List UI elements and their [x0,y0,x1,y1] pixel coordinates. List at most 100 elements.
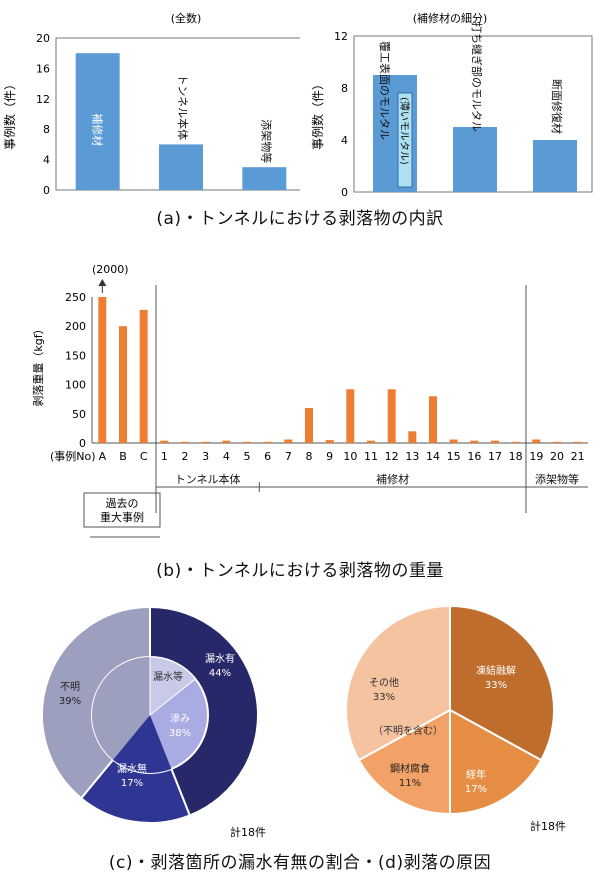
bar-category-label: 覆工表面のモルタル [378,41,392,140]
chart-b-groups: トンネル本体 補修材 添架物等 [83,285,588,538]
bar [119,326,127,443]
bar [263,441,272,443]
inner-label-box [397,92,413,188]
chart-b-xaxis-label: (事例No) [50,449,96,463]
pie-slice [449,604,555,762]
ytick-label: 12 [334,30,348,43]
bar [533,140,577,192]
bar [181,441,189,443]
chart-a2-ylabel: 事例数（件） [310,78,325,150]
bar-category-label: トンネル本体 [176,74,190,140]
ytick-label: 0 [341,186,348,199]
ytick-label: 0 [43,184,50,197]
chart-d-total: 計18件 [530,819,566,833]
pie-note: （不明を含む） [373,724,443,737]
pie-slice [113,715,172,773]
bar [159,144,203,190]
xtick-label: 1 [161,450,168,463]
major-case-box [83,492,161,528]
chart-b-bracket-label-1: 過去の [106,497,139,510]
bar [222,440,231,443]
xtick-label: 21 [571,450,585,463]
bar [387,389,396,443]
bar [284,439,293,443]
pie-label: 漏水無 [117,762,147,775]
ytick-label: 0 [79,437,86,450]
bar [160,440,169,443]
pie-label: 経年 [466,768,486,781]
chart-d-slices: 凍結融解 33% 経年 17% 鋼材腐食 11% その他 33% （不明を含む） [345,604,555,816]
xtick-label: 12 [385,450,399,463]
pie-percent: 44% [209,668,231,679]
inner-slice [149,656,197,717]
bar-category-label: 補修材 [91,113,105,146]
chart-b-axes [91,297,588,444]
chart-a1-ylabel: 事例数（件） [2,78,17,150]
chart-a2-yticks: 0 4 8 12 [334,30,348,199]
chart-c-total: 計18件 [230,825,266,839]
xtick-label: 6 [264,450,271,463]
bar-inner-label: (薄いモルタル) [398,97,411,165]
pie-slice [357,708,451,816]
pie-label: その他 [369,676,399,689]
ytick-label: 4 [43,154,50,167]
ytick-label: 8 [43,123,50,136]
caption-b: (b)・トンネルにおける剥落物の重量 [156,561,444,581]
xtick-label: 19 [529,450,543,463]
xtick-label: 14 [426,450,440,463]
pie-slice [91,657,150,760]
bar [367,440,375,443]
group-label: 添架物等 [535,472,579,486]
xtick-label: 8 [306,450,313,463]
outlier-arrowhead [98,279,107,286]
ytick-label: 150 [65,349,86,362]
xtick-label: 3 [202,450,209,463]
ytick-label: 200 [65,320,86,333]
bar [201,441,210,443]
chart-b-ylabel: 剥落重量（kgf） [31,323,45,406]
xtick-label: 4 [223,450,230,463]
bar [491,440,499,443]
xtick-label: 16 [467,450,481,463]
chart-c-slices: 漏水有 44% 漏水無 17% 不明 39% 滲み 38% 漏水等 [41,605,259,824]
chart-b-yticks: 0 50 100 150 200 250 [65,291,86,450]
chart-c-leak-pie: 漏水有 44% 漏水無 17% 不明 39% 滲み 38% 漏水等 計18件 [41,605,266,839]
chart-b-outlier-note: (2000) [92,263,129,276]
bar [325,440,334,443]
bar-category-label: 添架物等 [259,119,273,163]
ytick-label: 16 [36,62,50,75]
bar [98,297,107,443]
pie-percent: 38% [169,728,191,739]
caption-a: (a)・トンネルにおける剥落物の内訳 [156,209,444,229]
ytick-label: 12 [36,93,50,106]
bar [553,441,561,443]
chart-a2-title: (補修材の細分) [413,11,488,25]
ytick-label: 20 [36,32,50,45]
ytick-label: 100 [65,379,86,392]
xtick-label: 9 [326,450,333,463]
group-label: 補修材 [376,472,409,486]
ytick-label: 8 [341,82,348,95]
pie-label: 滲み [170,713,190,725]
ytick-label: 250 [65,291,86,304]
xtick-label: 15 [447,450,461,463]
pie-label: 漏水有 [205,652,235,665]
chart-a1-title: (全数) [171,11,202,25]
xtick-label: 11 [364,450,378,463]
bar [139,309,148,443]
pie-percent: 17% [121,778,143,789]
xtick-label: 10 [343,450,357,463]
chart-b-bracket-label-2: 重大事例 [100,510,144,524]
chart-a-breakdown: (補修材の細分) 事例数（件） 0 4 8 12 覆工表面のモルタル 打ち継ぎ部のモルタ… [310,11,593,199]
xtick-label: 20 [550,450,564,463]
bar [346,389,355,443]
caption-cd: (c)・剥落箇所の漏水有無の割合・(d)剥落の原因 [108,853,492,873]
xtick-label: 7 [285,450,292,463]
chart-a1-yticks: 0 4 8 12 16 20 [36,32,50,197]
group-label: トンネル本体 [175,472,241,486]
chart-b-xlabels: A B C 1 2 3 4 5 6 7 8 9 10 11 12 13 14 15 16 17 18 19 20 21 [99,450,585,463]
pie-slice [345,604,451,762]
pie-label: 鋼材腐食 [390,762,430,775]
bar [573,441,582,443]
